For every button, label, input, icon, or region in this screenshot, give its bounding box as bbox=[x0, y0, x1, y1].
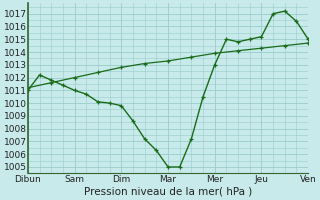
X-axis label: Pression niveau de la mer( hPa ): Pression niveau de la mer( hPa ) bbox=[84, 187, 252, 197]
